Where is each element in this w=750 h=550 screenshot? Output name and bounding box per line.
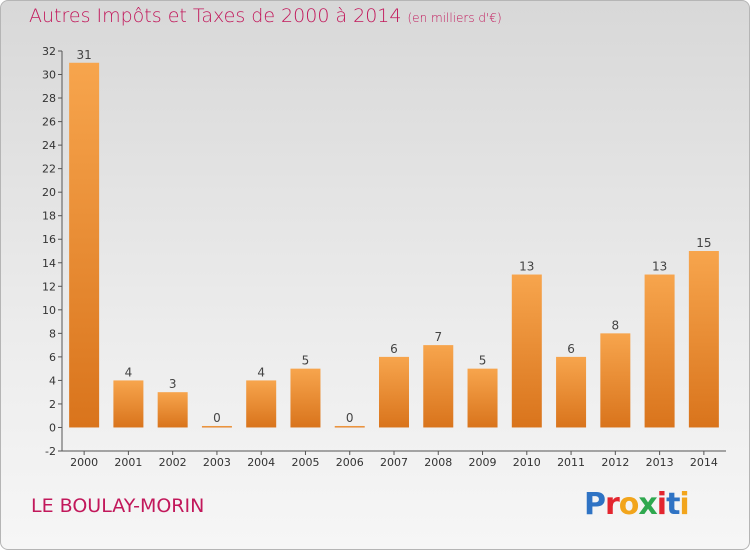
bar [69, 62, 100, 428]
x-tick-label: 2006 [336, 456, 364, 469]
bar [290, 368, 321, 428]
data-label: 8 [612, 318, 620, 332]
y-tick-label: 10 [42, 304, 56, 317]
bars [69, 62, 719, 428]
x-tick-label: 2014 [690, 456, 718, 469]
bar [379, 356, 409, 428]
data-label: 31 [76, 48, 91, 62]
x-tick-label: 2007 [380, 456, 408, 469]
data-label: 6 [567, 342, 575, 356]
bar [467, 368, 498, 428]
chart-title: Autres Impôts et Taxes de 2000 à 2014 (en… [29, 5, 502, 27]
bar [423, 345, 454, 428]
x-tick-label: 2003 [203, 456, 231, 469]
y-tick-label: 14 [42, 257, 56, 270]
x-tick-label: 2010 [513, 456, 541, 469]
data-label: 3 [169, 377, 177, 391]
y-tick-label: 6 [49, 351, 56, 364]
data-label: 5 [479, 354, 487, 368]
chart-title-text: Autres Impôts et Taxes de 2000 à 2014 [29, 5, 402, 27]
x-tick-label: 2000 [70, 456, 98, 469]
x-tick-label: 2005 [291, 456, 319, 469]
logo-letter: i [679, 487, 689, 522]
location-label: LE BOULAY-MORIN [31, 495, 205, 517]
data-label: 4 [257, 365, 265, 379]
y-tick-label: 18 [42, 210, 56, 223]
y-tick-label: 4 [49, 374, 56, 387]
bar [113, 380, 144, 428]
y-tick-label: 8 [49, 327, 56, 340]
y-tick-label: 22 [42, 163, 56, 176]
x-tick-label: 2004 [247, 456, 275, 469]
y-tick-label: 16 [42, 233, 56, 246]
y-tick-label: 32 [42, 45, 56, 58]
data-label: 0 [213, 411, 221, 425]
data-label: 15 [696, 236, 711, 250]
proxiti-logo[interactable]: Proxiti [584, 487, 690, 522]
x-tick-label: 2013 [646, 456, 674, 469]
bar [157, 392, 188, 428]
logo-letter: o [618, 487, 640, 522]
y-tick-label: 2 [49, 398, 56, 411]
y-tick-label: 28 [42, 92, 56, 105]
y-tick-label: -2 [45, 445, 56, 458]
bar [644, 274, 675, 428]
chart-unit: (en milliers d'€) [407, 11, 502, 25]
x-tick-label: 2009 [469, 456, 497, 469]
data-label: 4 [125, 365, 133, 379]
data-label: 5 [302, 354, 310, 368]
data-label: 13 [519, 260, 534, 274]
logo-letter: r [605, 487, 620, 522]
bar [688, 251, 719, 428]
logo-letter: P [584, 487, 606, 522]
y-tick-label: 30 [42, 69, 56, 82]
bar [334, 425, 365, 428]
x-tick-label: 2011 [557, 456, 585, 469]
bar [556, 356, 587, 428]
y-tick-label: 20 [42, 186, 56, 199]
y-tick-label: 12 [42, 280, 56, 293]
data-labels: 31 4 3 0 4 5 0 6 7 5 13 6 8 13 15 [76, 48, 711, 425]
data-label: 7 [434, 330, 442, 344]
bar [600, 333, 631, 428]
bar [246, 380, 277, 428]
logo-letter: x [638, 487, 657, 522]
bar [201, 425, 232, 428]
data-label: 0 [346, 411, 354, 425]
y-tick-label: 24 [42, 139, 56, 152]
x-tick-label: 2001 [114, 456, 142, 469]
logo-letter: i [656, 487, 667, 522]
x-tick-label: 2012 [601, 456, 629, 469]
x-tick-label: 2008 [424, 456, 452, 469]
data-label: 6 [390, 342, 398, 356]
data-label: 13 [652, 260, 667, 274]
logo-letter: t [666, 487, 680, 522]
y-tick-label: 26 [42, 116, 56, 129]
bar [511, 274, 542, 428]
y-tick-label: 0 [49, 421, 56, 434]
x-tick-label: 2002 [159, 456, 187, 469]
